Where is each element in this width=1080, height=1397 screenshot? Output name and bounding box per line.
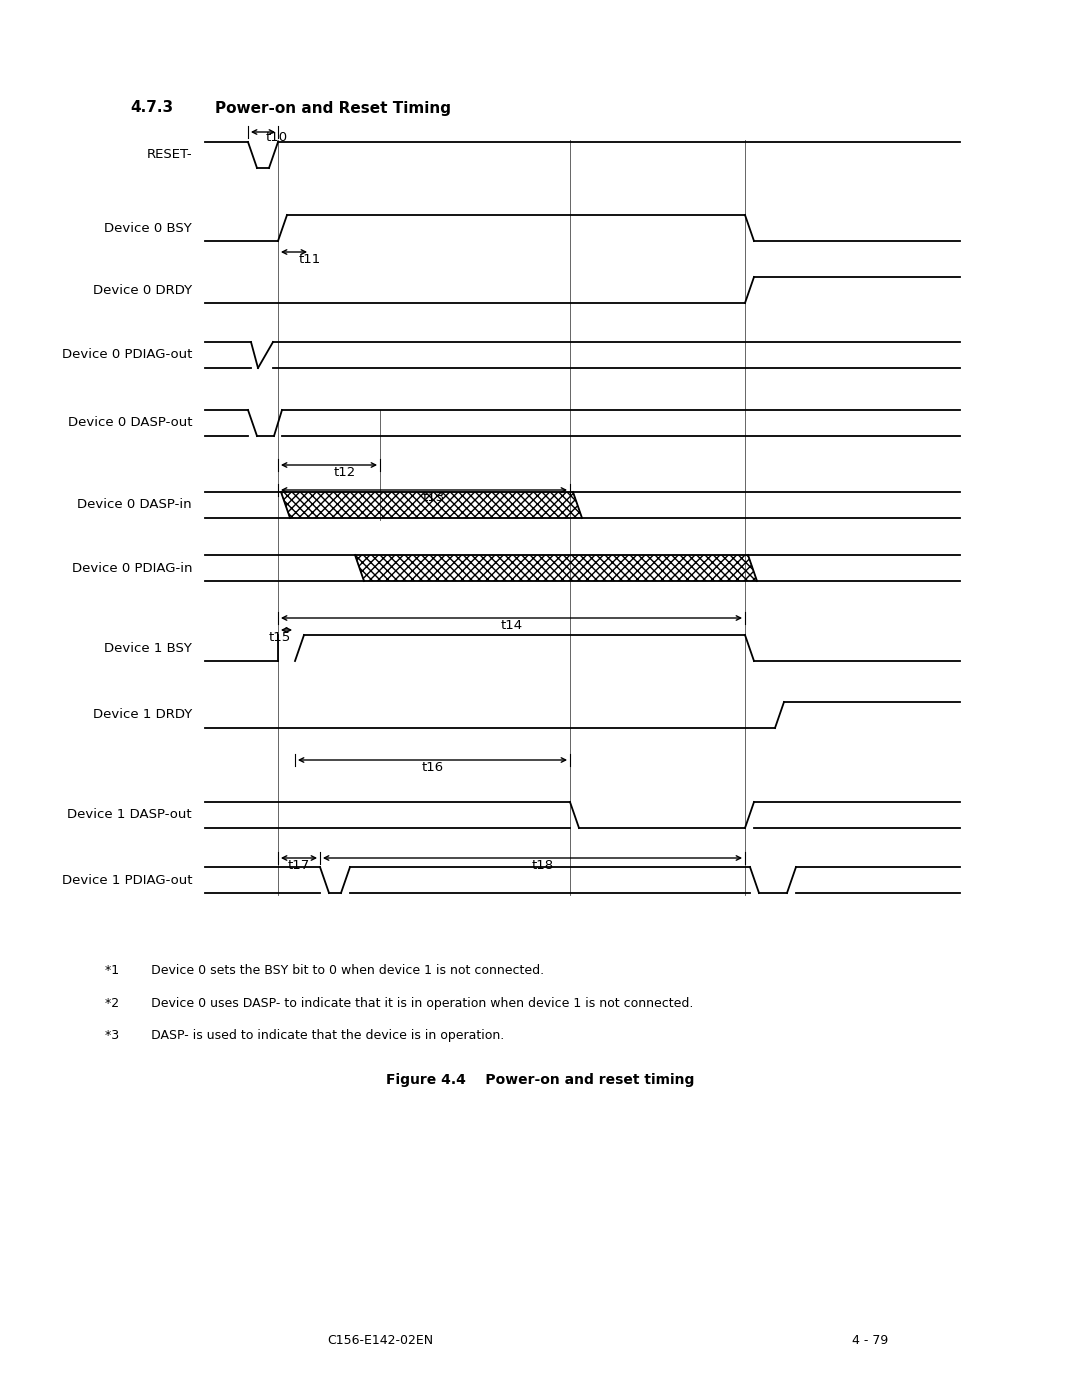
Text: t10: t10: [266, 131, 288, 144]
Text: Device 0 BSY: Device 0 BSY: [105, 222, 192, 235]
Text: Device 0 DASP-in: Device 0 DASP-in: [78, 499, 192, 511]
Text: t11: t11: [299, 253, 321, 265]
Text: t17: t17: [288, 859, 310, 872]
Text: *2        Device 0 uses DASP- to indicate that it is in operation when device 1 : *2 Device 0 uses DASP- to indicate that …: [105, 996, 693, 1010]
Text: Figure 4.4    Power-on and reset timing: Figure 4.4 Power-on and reset timing: [386, 1073, 694, 1087]
Text: t15: t15: [269, 631, 291, 644]
Text: Device 0 DRDY: Device 0 DRDY: [93, 284, 192, 296]
Polygon shape: [355, 555, 757, 581]
Text: Device 1 DASP-out: Device 1 DASP-out: [67, 809, 192, 821]
Text: t13: t13: [423, 490, 445, 504]
Text: Device 1 DRDY: Device 1 DRDY: [93, 708, 192, 721]
Text: t16: t16: [421, 761, 444, 774]
Text: Device 1 PDIAG-out: Device 1 PDIAG-out: [62, 873, 192, 887]
Text: Device 0 DASP-out: Device 0 DASP-out: [67, 416, 192, 429]
Text: RESET-: RESET-: [147, 148, 192, 162]
Text: Device 0 PDIAG-out: Device 0 PDIAG-out: [62, 348, 192, 362]
Polygon shape: [281, 492, 582, 518]
Text: Device 0 PDIAG-in: Device 0 PDIAG-in: [71, 562, 192, 574]
Text: Power-on and Reset Timing: Power-on and Reset Timing: [215, 101, 451, 116]
Text: *1        Device 0 sets the BSY bit to 0 when device 1 is not connected.: *1 Device 0 sets the BSY bit to 0 when d…: [105, 964, 544, 977]
Text: t14: t14: [500, 619, 523, 631]
Text: C156-E142-02EN: C156-E142-02EN: [327, 1334, 433, 1347]
Text: 4.7.3: 4.7.3: [130, 101, 173, 116]
Text: Device 1 BSY: Device 1 BSY: [104, 641, 192, 655]
Text: *3        DASP- is used to indicate that the device is in operation.: *3 DASP- is used to indicate that the de…: [105, 1030, 504, 1042]
Text: t12: t12: [334, 467, 356, 479]
Text: t18: t18: [531, 859, 554, 872]
Text: 4 - 79: 4 - 79: [852, 1334, 888, 1347]
